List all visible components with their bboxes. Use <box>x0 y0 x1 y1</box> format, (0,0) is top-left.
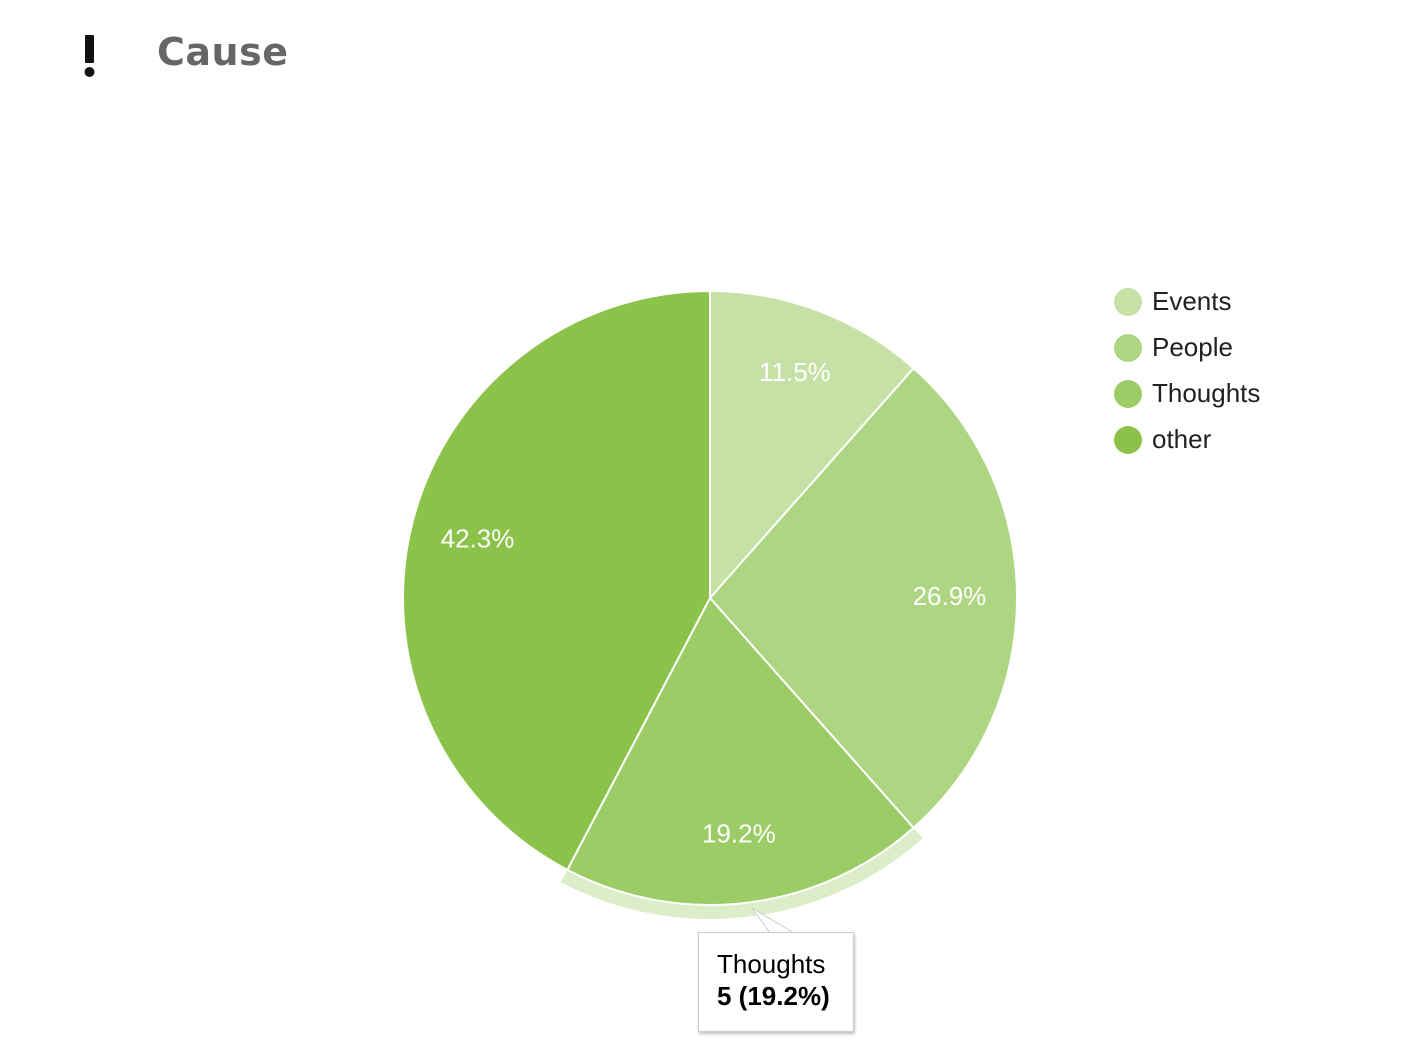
legend-label-other: other <box>1152 424 1212 454</box>
slice-label-thoughts: 19.2% <box>702 819 776 849</box>
chart-header: Cause <box>0 0 1412 110</box>
exclamation-icon <box>84 35 95 77</box>
legend-item-events[interactable]: Events <box>1114 286 1232 316</box>
legend-swatch-other <box>1114 426 1142 454</box>
tooltip-value: 5 (19.2%) <box>717 981 830 1011</box>
legend-label-people: People <box>1152 332 1233 362</box>
tooltip-category: Thoughts <box>717 949 826 979</box>
slice-label-events: 11.5% <box>759 357 831 387</box>
slice-label-people: 26.9% <box>913 581 987 611</box>
legend-item-thoughts[interactable]: Thoughts <box>1114 378 1260 408</box>
legend-label-thoughts: Thoughts <box>1152 378 1260 408</box>
slice-label-other: 42.3% <box>441 524 515 554</box>
slice-events[interactable] <box>709 289 915 601</box>
slice-thoughts[interactable] <box>565 596 915 906</box>
legend-swatch-people <box>1114 334 1142 362</box>
legend-swatch-thoughts <box>1114 380 1142 408</box>
pie-labels: 11.5% 26.9% 19.2% 42.3% <box>441 357 987 849</box>
slice-people[interactable] <box>708 366 1019 830</box>
legend-item-other[interactable]: other <box>1114 424 1212 454</box>
highlight-ring-thoughts <box>560 827 923 919</box>
legend-item-people[interactable]: People <box>1114 332 1233 362</box>
legend-swatch-events <box>1114 288 1142 316</box>
chart-title: Cause <box>157 30 289 74</box>
slice-other[interactable] <box>402 289 711 872</box>
pie-slices <box>402 289 1019 919</box>
legend-label-events: Events <box>1152 286 1232 316</box>
chart-legend: Events People Thoughts other <box>1114 286 1260 454</box>
slice-tooltip: Thoughts 5 (19.2%) <box>698 932 854 1032</box>
